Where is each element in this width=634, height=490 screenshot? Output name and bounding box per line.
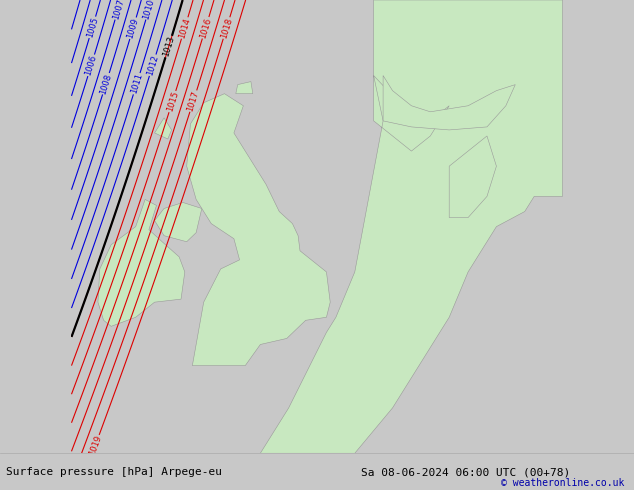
Polygon shape [236, 82, 253, 94]
Polygon shape [261, 0, 562, 453]
Text: 1015: 1015 [165, 90, 180, 113]
Text: 1007: 1007 [111, 0, 126, 20]
Text: 1013: 1013 [161, 35, 176, 58]
Polygon shape [450, 136, 496, 218]
Polygon shape [98, 199, 184, 326]
Polygon shape [383, 75, 515, 130]
Text: 1019: 1019 [87, 434, 103, 457]
Text: Sa 08-06-2024 06:00 UTC (00+78): Sa 08-06-2024 06:00 UTC (00+78) [361, 467, 571, 477]
Polygon shape [186, 94, 330, 366]
Text: Surface pressure [hPa] Arpege-eu: Surface pressure [hPa] Arpege-eu [6, 467, 223, 477]
Text: 1006: 1006 [84, 54, 98, 77]
Text: 1005: 1005 [85, 16, 100, 39]
Text: 1012: 1012 [145, 54, 160, 76]
Text: 1011: 1011 [129, 73, 144, 95]
Text: 1018: 1018 [219, 17, 234, 39]
Text: 1016: 1016 [198, 16, 213, 39]
Text: 1008: 1008 [98, 73, 113, 95]
Text: 1014: 1014 [178, 17, 192, 39]
Text: © weatheronline.co.uk: © weatheronline.co.uk [501, 478, 624, 488]
Polygon shape [155, 202, 202, 242]
Text: 1017: 1017 [186, 90, 201, 113]
Polygon shape [155, 118, 172, 139]
Text: 1009: 1009 [126, 17, 140, 40]
Text: 1010: 1010 [142, 0, 157, 20]
